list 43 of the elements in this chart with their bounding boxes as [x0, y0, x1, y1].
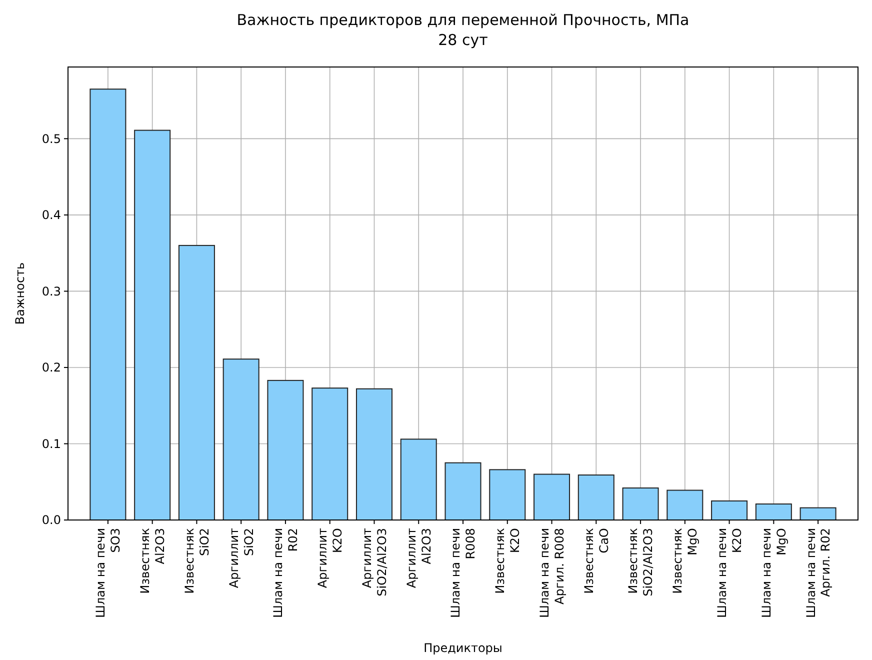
x-tick-label: Известняк Al2O3	[138, 528, 168, 594]
bar	[312, 388, 348, 520]
bar	[222, 358, 260, 520]
x-tick-label: Аргиллит Al2O3	[404, 528, 434, 588]
x-tick-label: Известняк SiO2/Al2O3	[626, 528, 656, 596]
bar	[534, 474, 570, 520]
y-tick-label: 0.0	[42, 513, 61, 528]
bar	[444, 462, 482, 520]
y-tick-label: 0.5	[42, 132, 61, 146]
bar	[267, 380, 304, 520]
y-tick-label: 0.4	[42, 208, 61, 222]
x-tick-label: Аргиллит SiO2	[226, 528, 256, 588]
x-tick-label: Шлам на печи Аргил. R008	[537, 528, 566, 618]
x-tick-label: Шлам на печи K2O	[714, 528, 744, 618]
bar	[178, 244, 215, 520]
x-tick-label: Известняк K2O	[493, 528, 522, 594]
y-axis-title: Важность	[13, 262, 27, 325]
y-tick-label: 0.1	[42, 436, 61, 451]
x-axis-title: Предикторы	[424, 641, 502, 655]
x-tick-label: Шлам на печи R02	[271, 528, 300, 618]
y-tick-label: 0.2	[42, 360, 61, 375]
x-tick-label: Аргиллит SiO2/Al2O3	[360, 528, 389, 596]
bar	[622, 487, 659, 520]
x-tick-label: Известняк CaO	[582, 528, 611, 594]
bar	[356, 388, 392, 520]
bar	[400, 438, 437, 520]
x-tick-label: Шлам на печи SO3	[94, 528, 123, 618]
bar	[711, 500, 748, 520]
bar	[578, 474, 614, 520]
bar	[489, 469, 526, 520]
bar	[666, 490, 704, 520]
y-tick-label: 0.3	[42, 284, 61, 298]
x-tick-label: Известняк SiO2	[182, 528, 212, 594]
x-tick-label: Шлам на печи MgO	[759, 528, 788, 618]
x-tick-label: Шлам на печи R008	[448, 528, 478, 618]
bar	[800, 507, 836, 520]
bar	[755, 503, 792, 520]
x-tick-label: Шлам на печи Аргил. R02	[804, 528, 833, 618]
bar	[90, 88, 126, 520]
x-tick-label: Известняк MgO	[670, 528, 700, 594]
chart-title: Важность предикторов для переменной Прочность, МПа 28 сут	[236, 11, 690, 49]
bar	[134, 130, 171, 520]
x-tick-label: Аргиллит K2O	[316, 528, 345, 588]
